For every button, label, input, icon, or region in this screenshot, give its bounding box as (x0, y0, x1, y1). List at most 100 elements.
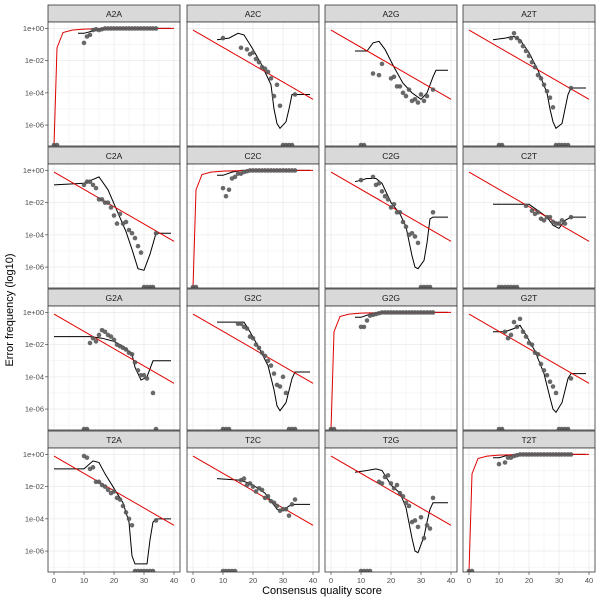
facet-strip-label: G2G (382, 293, 400, 303)
x-tick-label: 40 (170, 576, 178, 585)
facet-c2g: C2G (324, 146, 458, 289)
observed-point (379, 481, 385, 486)
observed-point (253, 489, 259, 494)
y-tick-label: 1e-02 (25, 198, 44, 207)
observed-point (547, 214, 553, 220)
plot-content (192, 29, 314, 146)
observed-point (102, 484, 108, 489)
observed-point (364, 318, 370, 323)
observed-point (262, 353, 268, 359)
observed-point (256, 59, 262, 65)
observed-point (526, 53, 532, 59)
x-tick-label: 40 (309, 576, 317, 585)
y-tick-label: 1e-04 (25, 372, 44, 381)
observed-point (259, 350, 265, 356)
observed-point (117, 497, 123, 502)
y-tick-label: 1e-04 (25, 88, 44, 97)
observed-point (499, 426, 505, 430)
observed-point (430, 495, 436, 501)
fitted-error-line (354, 468, 448, 554)
panel-border (47, 163, 181, 289)
observed-point (565, 142, 571, 146)
x-tick-label: 20 (525, 576, 533, 585)
nominal-error-line (468, 313, 590, 384)
observed-point (193, 284, 199, 288)
observed-point (244, 47, 250, 52)
facet-c2c: C2C (186, 146, 320, 289)
observed-point (292, 497, 298, 502)
facet-strip-label: A2A (106, 9, 122, 19)
facet-a2t: A2T (462, 4, 596, 147)
observed-point (265, 494, 271, 499)
observed-point (430, 310, 436, 315)
observed-point (129, 230, 135, 236)
observed-point (532, 64, 538, 70)
observed-point (388, 205, 394, 210)
observed-point (277, 103, 283, 109)
observed-point (84, 455, 90, 460)
observed-point (126, 516, 132, 522)
panel-border (47, 305, 181, 431)
observed-point (412, 234, 418, 239)
facet-t2c: T2C 0 10 20 30 40 (186, 430, 320, 585)
x-tick-label: 40 (585, 576, 593, 585)
observed-point (508, 35, 514, 41)
y-tick-label: 1e+00 (23, 450, 44, 459)
facet-strip-label: T2A (106, 435, 122, 445)
observed-point (424, 93, 430, 99)
plot-content (192, 455, 314, 572)
observed-point (105, 487, 111, 493)
nominal-error-line (192, 29, 314, 100)
observed-point (418, 514, 424, 520)
observed-point (226, 426, 232, 430)
observed-point (111, 489, 117, 494)
y-tick-label: 1e-06 (25, 263, 44, 272)
observed-point (508, 332, 514, 338)
observed-point (361, 142, 367, 146)
fitted-error-line (354, 178, 448, 270)
observed-point (220, 35, 226, 41)
plot-content (328, 310, 451, 430)
plot-content (468, 313, 590, 430)
x-tick-label: 0 (191, 576, 195, 585)
x-tick-label: 30 (555, 576, 563, 585)
plot-content (330, 29, 452, 146)
observed-point (424, 522, 430, 528)
observed-point (238, 321, 244, 327)
facet-c2a: C2A 1e+00 1e-02 1e-04 1e-06 (23, 146, 181, 289)
observed-point (153, 518, 159, 523)
observed-point (87, 340, 93, 346)
observed-point (403, 500, 409, 506)
x-tick-label: 20 (110, 576, 118, 585)
observed-point (397, 210, 403, 215)
x-tick-label: 20 (387, 576, 395, 585)
observed-point (220, 185, 226, 191)
facet-a2g: A2G (324, 4, 458, 147)
nominal-error-line (330, 29, 452, 100)
facet-strip-label: T2C (245, 435, 261, 445)
panel-border (462, 305, 596, 431)
observed-point (153, 230, 159, 236)
observed-point (559, 218, 565, 223)
fitted-error-line (355, 40, 448, 100)
fitted-error-line (53, 176, 171, 271)
observed-point (382, 193, 388, 199)
observed-point (153, 426, 159, 430)
nominal-error-line (53, 171, 175, 242)
y-tick-label: 1e-04 (25, 230, 44, 239)
observed-point (385, 197, 391, 202)
facet-g2c: G2C (186, 288, 320, 431)
plot-content (190, 168, 313, 288)
observed-point (289, 142, 295, 146)
observed-point (244, 326, 250, 331)
x-tick-label: 40 (447, 576, 455, 585)
y-axis-title: Error frequency (log10) (4, 253, 16, 366)
observed-point (280, 374, 286, 380)
observed-point (418, 92, 424, 97)
observed-point (87, 179, 93, 185)
observed-point (391, 485, 397, 491)
observed-point (292, 168, 298, 173)
nominal-error-line (53, 313, 175, 384)
plot-content (468, 171, 590, 288)
